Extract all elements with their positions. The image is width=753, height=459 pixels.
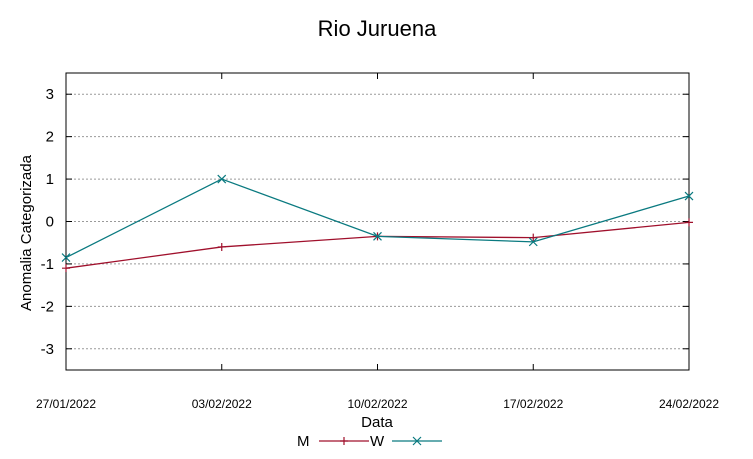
legend-label: M — [297, 433, 310, 450]
y-tick-label: 3 — [46, 86, 54, 103]
series-line — [65, 178, 690, 259]
x-axis-ticks: 27/01/2022 03/02/2022 10/02/2022 17/02/2022… — [36, 73, 719, 411]
series-lines — [61, 174, 694, 273]
series-W — [61, 174, 694, 262]
cross-marker — [61, 253, 71, 262]
x-tick-label: 24/02/2022 — [659, 397, 719, 411]
x-tick-label: 27/01/2022 — [36, 397, 96, 411]
x-tick-label: 17/02/2022 — [503, 397, 563, 411]
legend-item: W — [370, 433, 442, 450]
plus-marker — [529, 233, 538, 242]
y-tick-label: -3 — [41, 341, 54, 358]
cross-marker — [412, 436, 422, 446]
y-tick-label: -2 — [41, 298, 54, 315]
x-tick-label: 10/02/2022 — [347, 397, 407, 411]
chart-title: Rio Juruena — [318, 16, 437, 41]
y-axis-ticks: -3 -2 -1 0 1 2 3 — [41, 86, 689, 358]
cross-marker — [528, 237, 538, 247]
plus-marker — [217, 242, 226, 251]
cross-marker — [684, 191, 694, 201]
series-line — [65, 221, 690, 269]
legend-item: M — [297, 433, 369, 450]
cross-marker — [373, 231, 382, 241]
y-tick-label: 0 — [46, 214, 54, 231]
x-axis-label: Data — [361, 414, 393, 431]
x-tick-label: 03/02/2022 — [192, 397, 252, 411]
legend-label: W — [370, 433, 385, 450]
plus-marker — [685, 218, 693, 227]
y-tick-label: -1 — [41, 256, 54, 273]
y-tick-label: 1 — [46, 171, 54, 188]
grid-lines — [66, 93, 689, 350]
y-axis-label: Anomalia Categorizada — [18, 154, 35, 311]
cross-marker — [217, 174, 227, 184]
y-tick-label: 2 — [46, 129, 54, 146]
plus-marker — [340, 437, 348, 445]
plus-marker — [62, 264, 70, 273]
